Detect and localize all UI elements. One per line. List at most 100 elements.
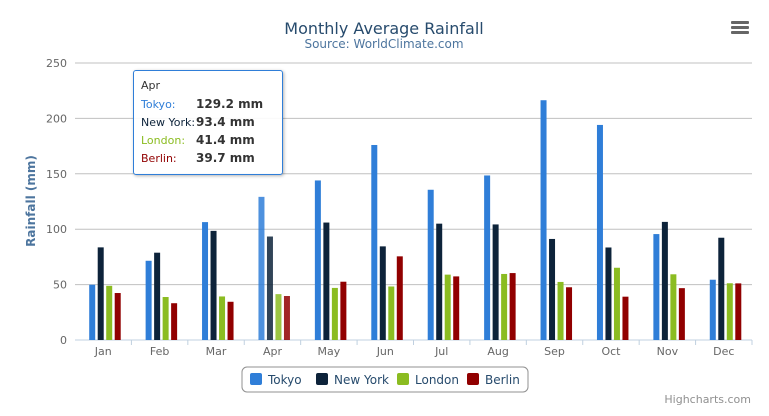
bar-new-york[interactable]	[323, 222, 330, 340]
bar-tokyo[interactable]	[145, 260, 152, 340]
y-tick-label: 0	[60, 334, 67, 347]
bar-berlin[interactable]	[453, 276, 460, 340]
legend-label: London	[415, 373, 459, 387]
tooltip-value: 41.4 mm	[196, 133, 255, 147]
bar-tokyo[interactable]	[596, 124, 603, 341]
bar-new-york[interactable]	[266, 236, 273, 340]
legend-label: New York	[334, 373, 389, 387]
x-tick-label: Mar	[206, 345, 227, 358]
bar-london[interactable]	[106, 285, 113, 340]
chart-subtitle: Source: WorldClimate.com	[304, 37, 463, 51]
bar-berlin[interactable]	[340, 281, 347, 340]
y-tick-label: 100	[46, 223, 67, 236]
tooltip-value: 129.2 mm	[196, 97, 264, 111]
bar-london[interactable]	[557, 281, 564, 340]
x-tick-label: Aug	[487, 345, 508, 358]
y-tick-label: 150	[46, 168, 67, 181]
legend-symbol	[397, 373, 409, 385]
x-tick-label: Apr	[263, 345, 283, 358]
bar-new-york[interactable]	[436, 223, 443, 340]
bar-new-york[interactable]	[97, 247, 104, 340]
bar-new-york[interactable]	[210, 230, 217, 340]
bar-tokyo[interactable]	[89, 284, 96, 340]
bar-london[interactable]	[275, 294, 282, 340]
bar-tokyo[interactable]	[371, 144, 378, 340]
bar-london[interactable]	[388, 286, 395, 340]
legend-item[interactable]: London	[397, 373, 459, 387]
bar-london[interactable]	[613, 267, 620, 340]
bar-new-york[interactable]	[605, 247, 612, 340]
bar-tokyo[interactable]	[258, 196, 265, 340]
legend-item[interactable]: Berlin	[467, 373, 520, 387]
x-tick-label: Nov	[657, 345, 679, 358]
x-tick-label: Jul	[434, 345, 448, 358]
legend-item[interactable]: New York	[316, 373, 389, 387]
bar-london[interactable]	[670, 274, 677, 340]
credits-link[interactable]: Highcharts.com	[664, 393, 751, 406]
y-tick-label: 50	[53, 279, 67, 292]
bar-berlin[interactable]	[678, 288, 685, 340]
tooltip-value: 93.4 mm	[196, 115, 255, 129]
x-tick-label: Dec	[713, 345, 734, 358]
y-axis-title: Rainfall (mm)	[24, 155, 38, 247]
legend-symbol	[467, 373, 479, 385]
bar-tokyo[interactable]	[653, 234, 660, 340]
bar-london[interactable]	[331, 287, 338, 340]
x-tick-label: Feb	[150, 345, 169, 358]
y-tick-label: 200	[46, 112, 67, 125]
bar-tokyo[interactable]	[427, 189, 434, 340]
x-tick-label: Sep	[544, 345, 565, 358]
legend-label: Tokyo	[267, 373, 302, 387]
x-tick-label: May	[318, 345, 341, 358]
bar-tokyo[interactable]	[709, 279, 716, 340]
legend: Tokyo New York London Berlin	[241, 366, 529, 393]
bar-new-york[interactable]	[718, 237, 725, 340]
bar-london[interactable]	[444, 274, 451, 340]
x-tick-label: Jun	[376, 345, 394, 358]
legend-symbol	[250, 373, 262, 385]
bar-new-york[interactable]	[549, 238, 556, 340]
bar-berlin[interactable]	[114, 293, 121, 340]
tooltip-row: Tokyo: 129.2 mm	[141, 95, 275, 113]
tooltip-row: New York: 93.4 mm	[141, 113, 275, 131]
bar-new-york[interactable]	[154, 252, 161, 340]
bar-berlin[interactable]	[566, 287, 573, 340]
bar-berlin[interactable]	[283, 296, 290, 340]
bar-tokyo[interactable]	[540, 100, 547, 341]
tooltip: Apr Tokyo: 129.2 mm New York: 93.4 mm Lond…	[133, 70, 283, 175]
bar-berlin[interactable]	[396, 256, 403, 340]
bar-berlin[interactable]	[171, 303, 178, 340]
hamburger-menu-icon[interactable]	[731, 21, 749, 37]
chart-title: Monthly Average Rainfall	[284, 19, 483, 38]
bar-berlin[interactable]	[509, 273, 516, 340]
bar-london[interactable]	[726, 283, 733, 340]
y-tick-label: 250	[46, 57, 67, 70]
bar-london[interactable]	[162, 297, 169, 340]
bar-new-york[interactable]	[379, 246, 386, 340]
tooltip-value: 39.7 mm	[196, 151, 255, 165]
x-tick-label: Oct	[601, 345, 621, 358]
bar-tokyo[interactable]	[202, 222, 209, 340]
bar-new-york[interactable]	[661, 221, 668, 340]
bar-berlin[interactable]	[735, 283, 742, 340]
bar-tokyo[interactable]	[484, 175, 491, 340]
x-tick-label: Jan	[94, 345, 112, 358]
legend-symbol	[316, 373, 328, 385]
bar-tokyo[interactable]	[314, 180, 321, 340]
bar-london[interactable]	[219, 296, 226, 340]
tooltip-series-name: London:	[141, 133, 186, 147]
bar-berlin[interactable]	[227, 301, 234, 340]
legend-item[interactable]: Tokyo	[250, 373, 302, 387]
tooltip-series-name: Tokyo:	[141, 97, 176, 111]
tooltip-row: Berlin: 39.7 mm	[141, 149, 275, 167]
legend-label: Berlin	[485, 373, 520, 387]
tooltip-series-name: New York:	[141, 115, 196, 129]
bar-new-york[interactable]	[492, 224, 499, 340]
tooltip-header: Apr	[141, 79, 161, 92]
bar-london[interactable]	[501, 273, 508, 340]
tooltip-row: London: 41.4 mm	[141, 131, 275, 149]
bar-berlin[interactable]	[622, 296, 629, 340]
tooltip-series-name: Berlin:	[141, 151, 177, 165]
